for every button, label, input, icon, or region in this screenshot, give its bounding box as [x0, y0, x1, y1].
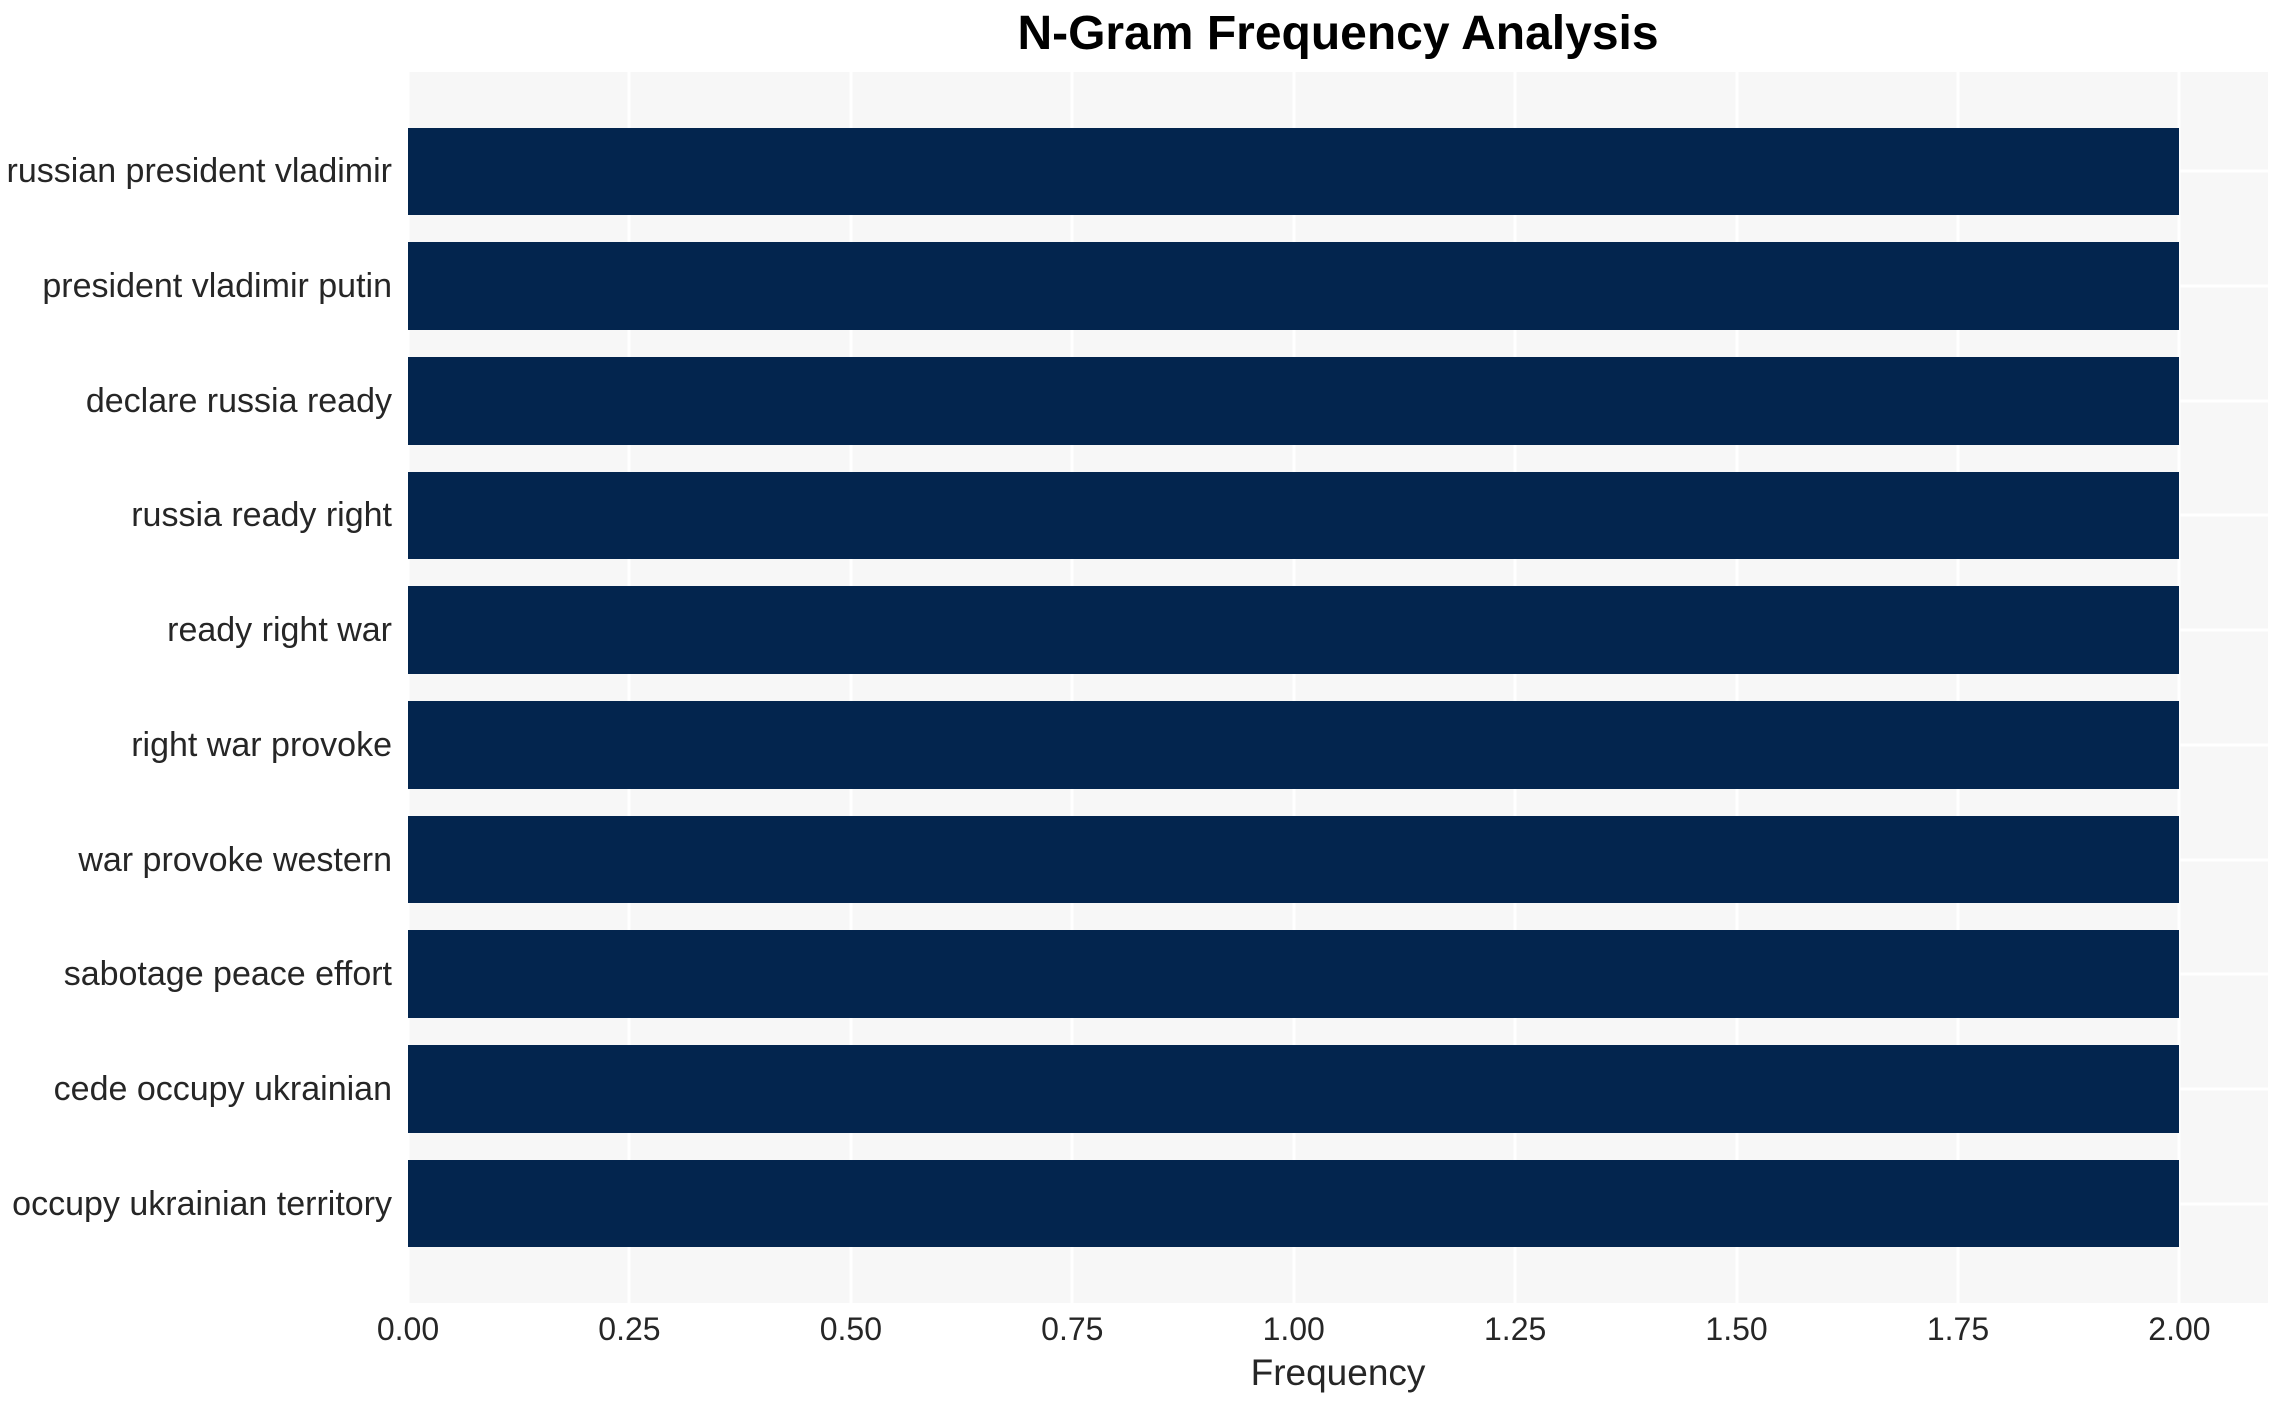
gridline-vertical [2177, 72, 2181, 1303]
x-tick-label: 1.50 [1705, 1311, 1768, 1347]
plot-area [406, 72, 2268, 1303]
y-tick-label: president vladimir putin [42, 267, 392, 306]
y-tick-label: declare russia ready [85, 381, 392, 420]
y-tick-label: war provoke western [78, 840, 392, 879]
y-tick-label: russian president vladimir [6, 152, 393, 191]
x-tick-label: 0.75 [1041, 1311, 1104, 1347]
gridline-vertical [1070, 72, 1074, 1303]
x-tick-label: 0.25 [598, 1311, 661, 1347]
gridline-vertical [406, 72, 410, 1303]
x-tick-label: 1.75 [1926, 1311, 1990, 1347]
y-tick-label: cede occupy ukrainian [53, 1069, 392, 1108]
bar [408, 930, 2180, 1019]
x-tick-label: 2.00 [2148, 1311, 2211, 1347]
gridline-vertical [849, 72, 853, 1303]
bar [408, 586, 2180, 674]
gridline-vertical [627, 72, 631, 1303]
bar [408, 242, 2180, 330]
chart-title: N-Gram Frequency Analysis [1017, 7, 1659, 60]
gridline-vertical [1292, 72, 1296, 1303]
y-tick-label: right war provoke [131, 725, 392, 764]
y-tick-label: sabotage peace effort [63, 955, 392, 994]
x-tick-label: 1.00 [1262, 1311, 1325, 1347]
bar [408, 1159, 2180, 1248]
bar [408, 815, 2180, 904]
bar [408, 1045, 2180, 1133]
y-tick-label: russia ready right [131, 496, 392, 535]
bar [408, 356, 2180, 445]
y-tick-label: occupy ukrainian territory [12, 1184, 392, 1223]
gridline-vertical [1956, 72, 1960, 1303]
x-axis-title: Frequency [1250, 1352, 1426, 1393]
bar [408, 127, 2180, 216]
bar [408, 701, 2180, 789]
x-axis-ticks: 0.00 0.25 0.50 0.75 1.00 1.25 1.50 1.75 2.00 [377, 1303, 2268, 1347]
bar [408, 471, 2180, 560]
y-axis-labels: russian president vladimir president vlad… [0, 72, 408, 1303]
gridline-vertical [1735, 72, 1739, 1303]
x-tick-label: 0.50 [819, 1311, 882, 1347]
gridline-vertical [1513, 72, 1517, 1303]
y-tick-label: ready right war [167, 611, 392, 650]
x-tick-label: 1.25 [1484, 1311, 1547, 1347]
x-tick-label: 0.00 [376, 1311, 440, 1347]
